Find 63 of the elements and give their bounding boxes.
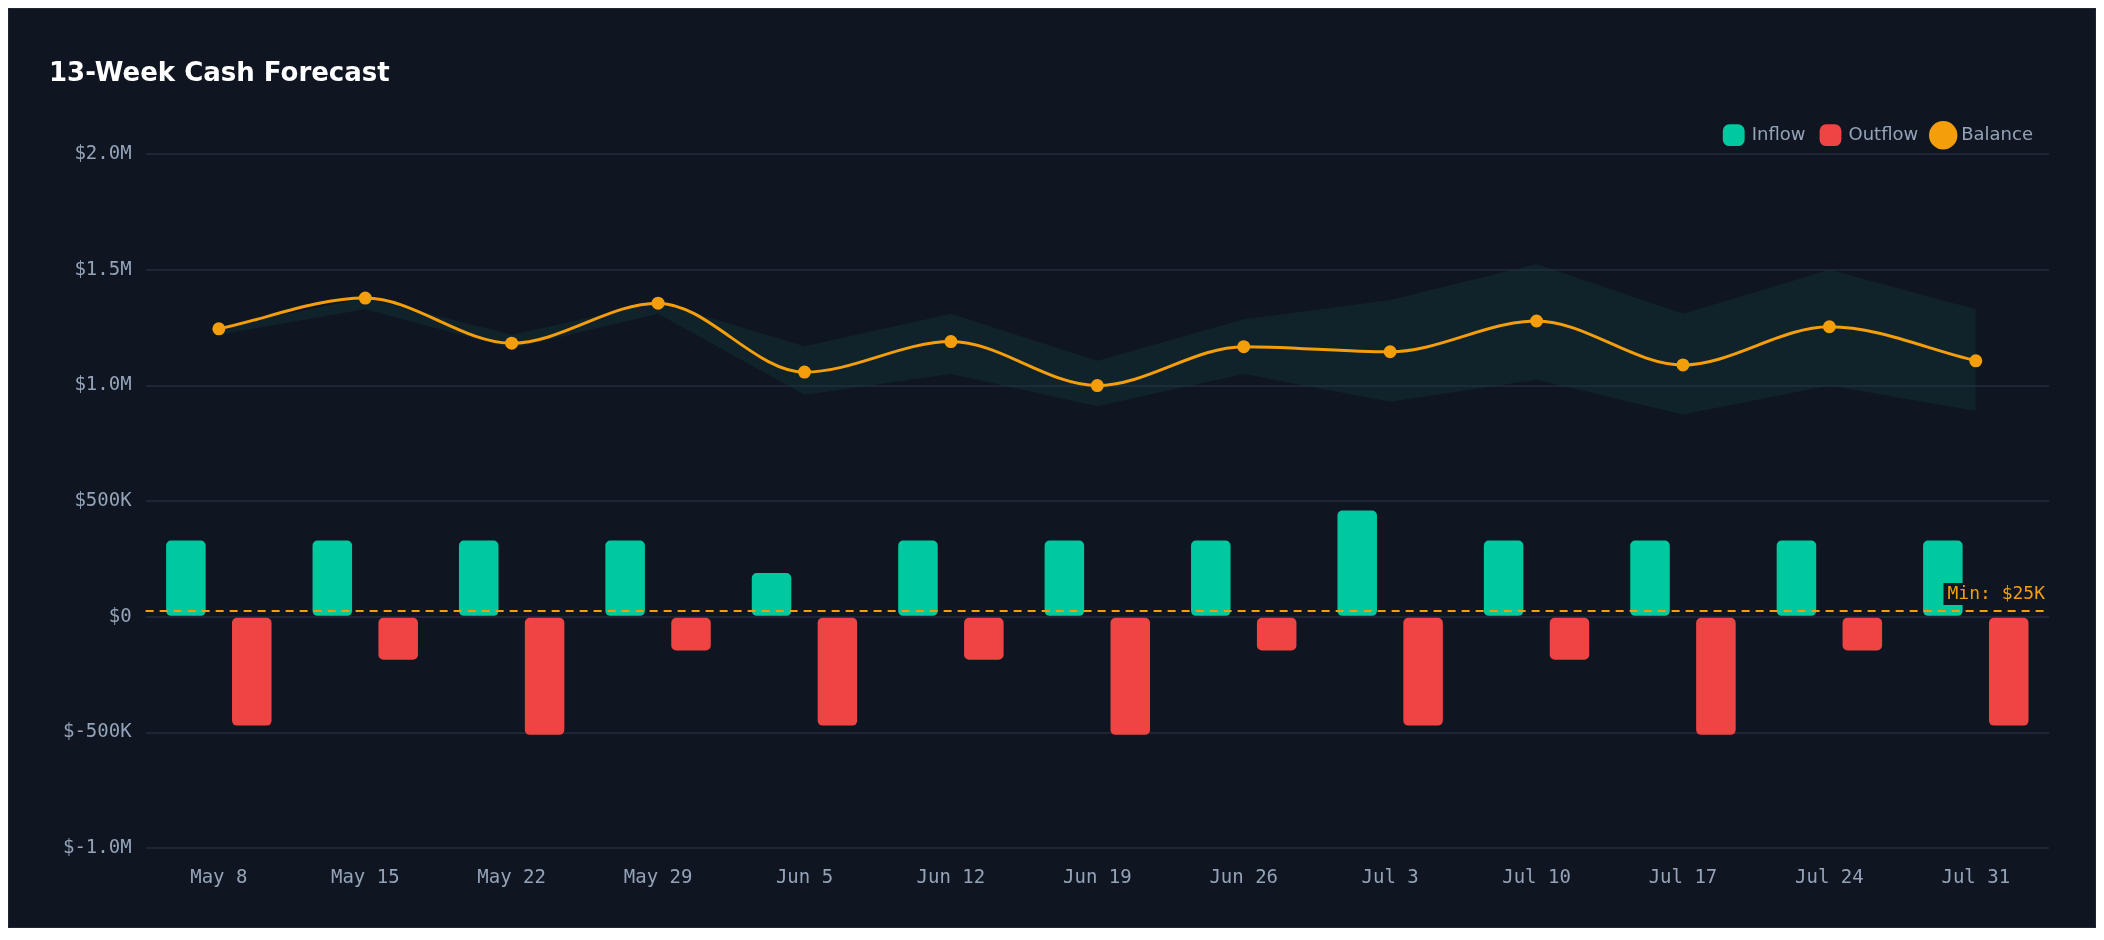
x-tick-label: Jun 5 xyxy=(775,864,834,887)
x-tick-label: Jul 10 xyxy=(1502,864,1571,887)
bar xyxy=(166,540,206,616)
bar xyxy=(232,617,272,726)
bar xyxy=(1337,510,1377,616)
y-tick-label: $1.5M xyxy=(74,256,132,279)
x-tick-label: Jul 3 xyxy=(1361,864,1419,887)
bar xyxy=(1191,540,1231,616)
point xyxy=(505,336,519,350)
y-tick-label: $1.0M xyxy=(74,372,132,395)
point xyxy=(1383,345,1397,359)
x-tick-label: May 15 xyxy=(330,864,400,887)
bar xyxy=(1842,617,1883,651)
bar xyxy=(964,617,1004,660)
point xyxy=(1969,354,1983,368)
y-tick-label: $-500K xyxy=(62,719,133,742)
point xyxy=(797,365,811,379)
x-tick-label: May 22 xyxy=(477,864,546,887)
ref-line-label: Min: $25K xyxy=(1947,581,2046,603)
bar xyxy=(1630,540,1670,616)
bar xyxy=(1776,540,1817,616)
bar xyxy=(458,540,499,616)
bar xyxy=(378,617,418,660)
bar xyxy=(671,617,711,651)
x-tick-label: Jun 19 xyxy=(1063,864,1132,887)
x-tick-label: May 8 xyxy=(190,864,248,887)
x-tick-label: Jul 31 xyxy=(1941,864,2011,887)
y-tick-label: $-1.0M xyxy=(62,835,132,858)
bar xyxy=(1256,617,1297,651)
y-tick-label: $2.0M xyxy=(74,141,132,164)
point xyxy=(212,322,226,336)
point xyxy=(1822,320,1836,334)
point xyxy=(1676,358,1690,372)
bar xyxy=(1044,540,1085,616)
bar xyxy=(312,540,353,616)
y-tick-label: $500K xyxy=(74,488,133,511)
point xyxy=(1237,340,1251,354)
point xyxy=(944,335,958,349)
legend-label: Outflow xyxy=(1848,122,1919,144)
x-tick-label: Jun 12 xyxy=(916,864,986,887)
bar xyxy=(1696,617,1736,735)
x-tick-label: May 29 xyxy=(623,864,693,887)
bar xyxy=(605,540,645,616)
point xyxy=(358,291,372,305)
bar xyxy=(751,572,792,616)
x-tick-label: Jul 24 xyxy=(1795,864,1864,887)
point xyxy=(651,296,665,310)
bar xyxy=(1549,617,1590,660)
bar xyxy=(817,617,858,726)
bar xyxy=(1483,540,1524,616)
legend-label: Balance xyxy=(1961,122,2034,144)
bar xyxy=(1110,617,1151,735)
bar xyxy=(1403,617,1443,726)
point xyxy=(1090,379,1104,393)
x-tick-label: Jun 26 xyxy=(1209,864,1279,887)
bar xyxy=(1988,617,2029,726)
chart-title: 13-Week Cash Forecast xyxy=(49,57,390,88)
bar xyxy=(524,617,565,735)
legend-label: Inflow xyxy=(1751,122,1806,144)
y-tick-label: $0 xyxy=(108,603,132,626)
point xyxy=(1530,314,1544,328)
bar xyxy=(898,540,938,616)
x-tick-label: Jul 17 xyxy=(1648,864,1718,887)
